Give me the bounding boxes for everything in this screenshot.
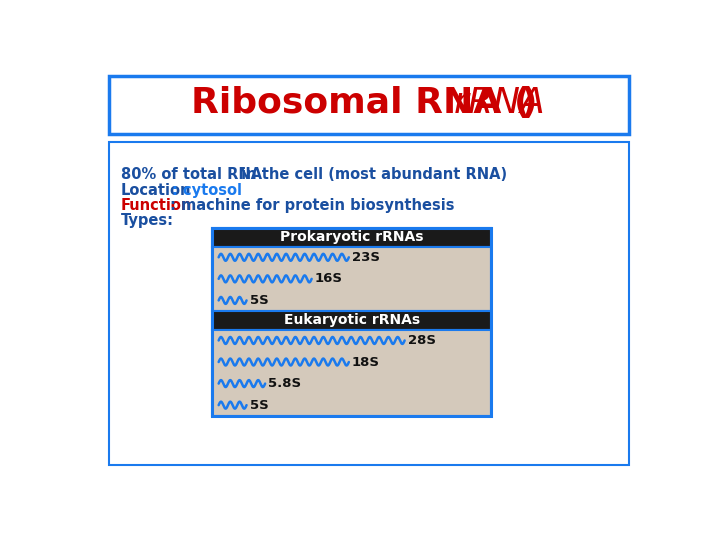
Text: 5.8S: 5.8S (269, 377, 302, 390)
Bar (212, 330, 492, 416)
Text: 23S: 23S (352, 251, 380, 264)
Text: 80% of total RNA: 80% of total RNA (121, 167, 262, 182)
Text: 5S: 5S (250, 399, 269, 411)
Text: : cytosol: : cytosol (172, 183, 242, 198)
Text: 5S: 5S (250, 294, 269, 307)
Bar (212, 247, 492, 311)
Text: $\bf{\it{rRNA}}$: $\bf{\it{rRNA}}$ (453, 86, 544, 120)
Bar (212, 311, 492, 330)
Bar (212, 228, 492, 247)
Bar (109, 142, 629, 465)
Bar (109, 76, 629, 134)
Text: Eukaryotic rRNAs: Eukaryotic rRNAs (284, 313, 420, 327)
Text: 18S: 18S (352, 355, 380, 368)
Text: Types:: Types: (121, 213, 174, 228)
Text: : machine for protein biosynthesis: : machine for protein biosynthesis (170, 198, 454, 213)
Text: in the cell (most abundant RNA): in the cell (most abundant RNA) (235, 167, 507, 182)
Text: 28S: 28S (408, 334, 436, 347)
Text: Ribosomal RNA (: Ribosomal RNA ( (191, 86, 530, 120)
Text: 16S: 16S (315, 272, 343, 285)
Bar (212, 228, 492, 416)
Text: Prokaryotic rRNAs: Prokaryotic rRNAs (280, 230, 423, 244)
Text: Function: Function (121, 198, 192, 213)
Text: Location: Location (121, 183, 192, 198)
Text: ): ) (520, 86, 536, 120)
